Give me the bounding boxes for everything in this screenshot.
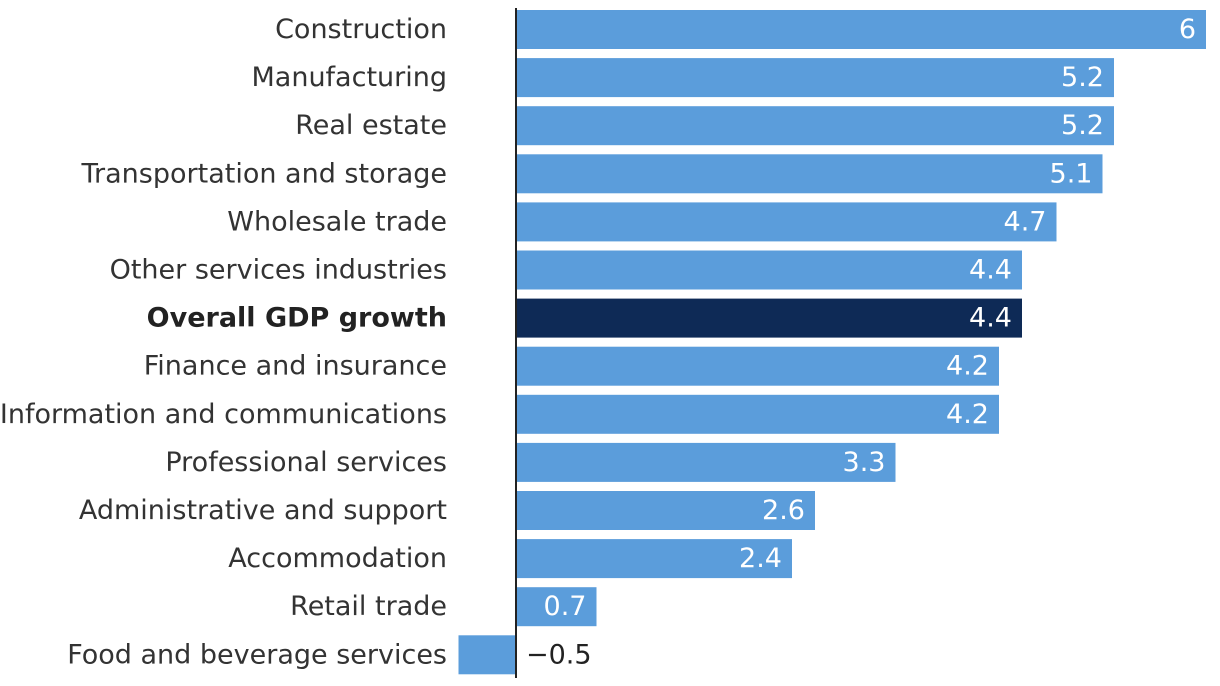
bar-information-and-communications [516,394,999,434]
category-label-food-and-beverage-services: Food and beverage services [67,639,447,670]
value-label-administrative-and-support: 2.6 [762,495,805,526]
bars-group [458,10,1206,675]
value-label-transportation-and-storage: 5.1 [1050,158,1093,189]
bar-construction [516,10,1206,49]
value-label-manufacturing: 5.2 [1061,62,1104,93]
bar-other-services-industries [516,250,1022,290]
bar-overall-gdp-growth [516,298,1022,338]
value-label-other-services-industries: 4.4 [969,255,1012,286]
category-label-information-and-communications: Information and communications [0,399,447,430]
bar-accommodation [516,539,792,579]
category-label-professional-services: Professional services [165,447,447,478]
bar-administrative-and-support [516,491,815,530]
category-label-construction: Construction [275,14,447,45]
bar-manufacturing [516,58,1114,98]
bar-finance-and-insurance [516,346,999,386]
category-label-administrative-and-support: Administrative and support [79,495,447,526]
category-label-finance-and-insurance: Finance and insurance [144,351,447,382]
value-label-finance-and-insurance: 4.2 [946,351,989,382]
value-label-wholesale-trade: 4.7 [1004,206,1047,237]
category-label-transportation-and-storage: Transportation and storage [81,158,448,189]
category-label-retail-trade: Retail trade [290,591,447,622]
value-label-retail-trade: 0.7 [544,591,587,622]
value-labels-group: 6 5.2 5.2 5.14.7 4.4 4.4 4.2 4.2 3.3 2.6 2.4 0.7 −0.… [526,14,1196,670]
category-label-manufacturing: Manufacturing [251,62,447,93]
category-label-accommodation: Accommodation [228,543,447,574]
category-labels-group: Construction Manufacturing Real estate Tran… [0,14,447,670]
value-label-information-and-communications: 4.2 [946,399,989,430]
value-label-professional-services: 3.3 [843,447,886,478]
bar-professional-services [516,442,896,482]
bar-retail-trade [516,587,597,627]
bar-real-estate [516,106,1114,146]
value-label-overall-gdp-growth: 4.4 [969,303,1012,334]
category-label-other-services-industries: Other services industries [110,255,447,286]
bar-transportation-and-storage [516,154,1103,194]
value-label-accommodation: 2.4 [739,543,782,574]
category-label-real-estate: Real estate [295,110,447,141]
value-label-food-and-beverage-services: −0.5 [526,639,592,670]
value-label-real-estate: 5.2 [1061,110,1104,141]
bar-wholesale-trade [516,202,1057,242]
bar-food-and-beverage-services [458,635,516,675]
value-label-construction: 6 [1179,14,1196,45]
category-label-wholesale-trade: Wholesale trade [227,206,447,237]
category-label-overall-gdp-growth: Overall GDP growth [147,303,447,334]
